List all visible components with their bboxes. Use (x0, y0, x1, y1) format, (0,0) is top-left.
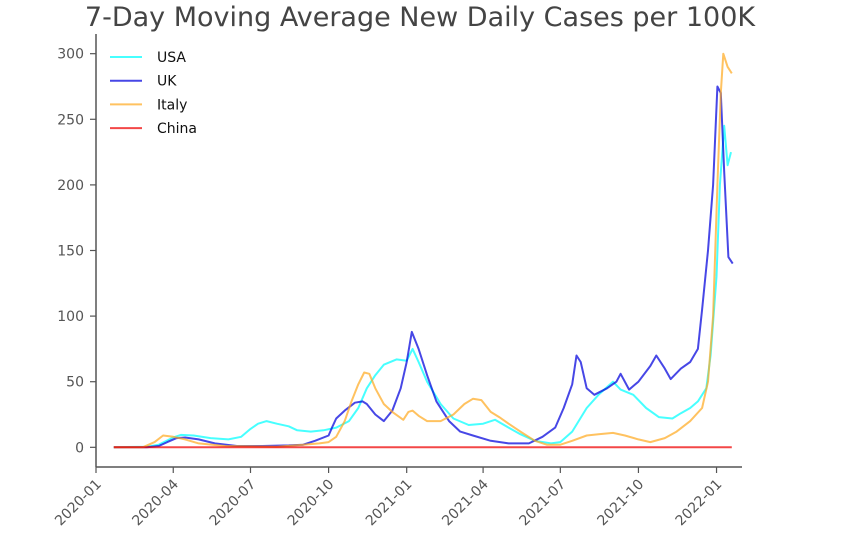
legend-label-uk: UK (157, 74, 177, 90)
legend-label-usa: USA (157, 50, 186, 66)
x-tick-label: 2020-07 (207, 477, 260, 530)
y-tick-label: 150 (57, 244, 84, 260)
x-tick-label: 2022-01 (673, 477, 726, 530)
y-tick-label: 50 (66, 375, 84, 391)
series-layer (113, 52, 734, 449)
legend: USA UK Italy China (110, 50, 197, 137)
y-tick-label: 300 (57, 47, 84, 63)
x-tick-label: 2021-07 (516, 477, 569, 530)
y-tick-label: 0 (75, 440, 84, 456)
x-tick-label: 2021-10 (595, 477, 648, 530)
series-line-italy (113, 52, 733, 449)
x-tick-label: 2020-04 (129, 476, 182, 529)
series-line-usa (113, 124, 732, 449)
x-tick-label: 2020-01 (52, 477, 105, 530)
y-tick-label: 250 (57, 112, 84, 128)
legend-label-italy: Italy (157, 97, 187, 113)
x-tick-label: 2021-01 (363, 477, 416, 530)
axes: 0 50 100 150 200 250 300 2020-01 2020-04 2020-07 2… (52, 34, 742, 529)
x-tick-label: 2020-10 (285, 477, 338, 530)
y-tick-label: 100 (57, 309, 84, 325)
x-tick-label: 2021-04 (439, 476, 492, 529)
chart-title: 7-Day Moving Average New Daily Cases per… (84, 2, 756, 33)
y-tick-label: 200 (57, 178, 84, 194)
legend-label-china: China (157, 121, 197, 137)
series-line-uk (113, 85, 734, 449)
